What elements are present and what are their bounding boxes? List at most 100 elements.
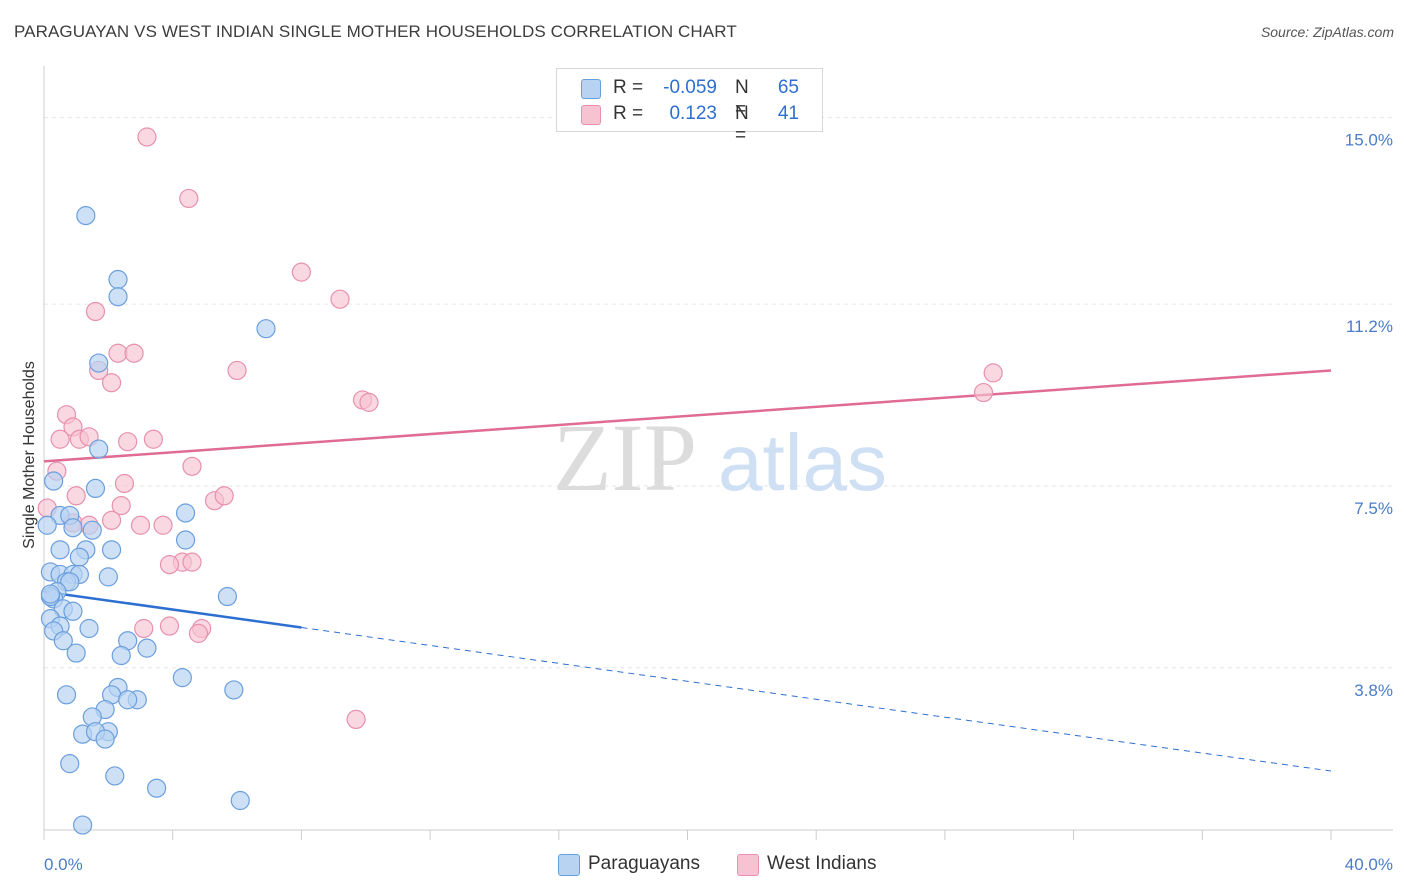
source-label: Source: ZipAtlas.com <box>1260 24 1394 40</box>
west-indians-point <box>130 515 151 535</box>
west-indians-point <box>330 289 350 309</box>
paraguayans-point <box>230 790 250 811</box>
y-tick-label: 11.2% <box>1346 317 1393 336</box>
y-tick-labels: 3.8% 7.5% 11.2% 15.0% <box>1345 130 1393 699</box>
paraguayans-point <box>69 547 89 567</box>
legend-r-label: R = <box>613 77 644 98</box>
paraguayans-point <box>118 690 138 710</box>
paraguayans-point <box>147 778 167 798</box>
west-indians-point <box>66 486 86 506</box>
legend-n-value: 41 <box>777 103 799 124</box>
legend-n-value: 65 <box>777 77 799 98</box>
x-tick-labels: 0.0% 40.0% <box>44 855 1393 874</box>
west-indians-point <box>111 496 131 516</box>
chart-title: PARAGUAYAN VS WEST INDIAN SINGLE MOTHER … <box>14 22 737 41</box>
west-indians-point <box>85 301 106 322</box>
paraguayans-point <box>172 668 192 688</box>
legend-swatch-blue <box>558 854 580 876</box>
west-indians-point <box>50 429 70 449</box>
paraguayans-points <box>37 206 276 835</box>
watermark-atlas: atlas <box>718 418 887 507</box>
watermark: ZIP atlas <box>553 404 887 511</box>
paraguayans-point <box>108 287 128 307</box>
legend-swatch-pink <box>737 854 759 876</box>
paraguayans-point <box>98 567 118 587</box>
grid-lines <box>44 116 1393 669</box>
paraguayans-trend-line <box>43 590 302 629</box>
paraguayans-point <box>60 572 80 592</box>
paraguayans-point <box>224 680 244 700</box>
paraguayans-point <box>63 601 83 621</box>
paraguayans-point <box>256 319 276 339</box>
west-indians-point <box>101 373 122 393</box>
west-indians-point <box>179 188 199 209</box>
y-tick-label: 7.5% <box>1354 499 1393 518</box>
legend-r-value: 0.123 <box>669 103 717 124</box>
paraguayans-point <box>73 815 93 835</box>
legend-n-label: N = <box>735 77 749 120</box>
legend-r-label: R = <box>613 103 644 124</box>
paraguayans-point <box>66 643 86 663</box>
paraguayans-point <box>44 471 64 491</box>
paraguayans-point <box>85 478 106 499</box>
y-tick-label: 3.8% <box>1354 681 1393 700</box>
paraguayans-point <box>76 206 96 226</box>
axes <box>43 66 1393 840</box>
paraguayans-point <box>95 729 115 749</box>
west-indians-point <box>118 432 138 452</box>
legend-swatch-blue <box>581 79 601 99</box>
paraguayans-point <box>137 638 157 658</box>
paraguayans-point <box>56 685 77 705</box>
west-indians-point <box>137 127 157 147</box>
legend-swatch-pink <box>581 105 601 125</box>
paraguayans-point <box>111 645 131 666</box>
paraguayans-point <box>217 586 237 607</box>
paraguayans-point <box>63 518 83 538</box>
paraguayans-point <box>89 439 109 459</box>
west-indians-trend-line <box>43 369 1332 463</box>
west-indians-point <box>101 510 122 530</box>
legend-label: West Indians <box>767 853 877 874</box>
west-indians-point <box>159 554 180 575</box>
x-tick-label: 0.0% <box>44 855 83 874</box>
west-indians-point <box>227 360 247 381</box>
paraguayans-point <box>37 515 57 535</box>
watermark-zip: ZIP <box>553 404 697 511</box>
west-indians-point <box>143 429 163 449</box>
west-indians-point <box>114 473 135 494</box>
paraguayans-point <box>101 540 122 560</box>
west-indians-point <box>983 363 1003 383</box>
west-indians-point <box>973 382 994 403</box>
west-indians-point <box>159 616 180 636</box>
series-legend: Paraguayans West Indians <box>0 853 1406 877</box>
paraguayans-point <box>60 754 80 774</box>
west-indians-point <box>346 709 366 730</box>
paraguayans-point <box>53 631 73 651</box>
trend-lines <box>43 369 1332 772</box>
west-indians-point <box>188 623 209 643</box>
paraguayans-point <box>175 503 196 523</box>
paraguayans-point <box>175 530 196 550</box>
west-indians-point <box>134 618 154 639</box>
paraguayans-point <box>40 584 61 604</box>
west-indians-point <box>359 392 379 412</box>
x-tick-label: 40.0% <box>1345 855 1393 874</box>
west-indians-point <box>291 262 311 282</box>
paraguayans-point <box>82 520 102 540</box>
paraguayans-point <box>50 540 70 560</box>
west-indians-point <box>153 515 173 535</box>
paraguayans-point <box>89 353 109 373</box>
paraguayans-point <box>105 766 125 786</box>
legend-r-value: -0.059 <box>663 77 717 98</box>
paraguayans-point <box>79 618 99 639</box>
paraguayans-point <box>108 269 128 290</box>
west-indians-point <box>108 343 128 363</box>
west-indians-point <box>124 343 144 363</box>
paraguayans-trend-extension <box>301 627 1332 772</box>
legend-n-label: N = <box>735 103 749 146</box>
legend-label: Paraguayans <box>588 853 700 874</box>
west-indians-point <box>182 456 202 476</box>
correlation-legend: R = -0.059 N = 65 R = 0.123 N = 41 <box>556 68 823 146</box>
west-indians-point <box>214 486 234 506</box>
